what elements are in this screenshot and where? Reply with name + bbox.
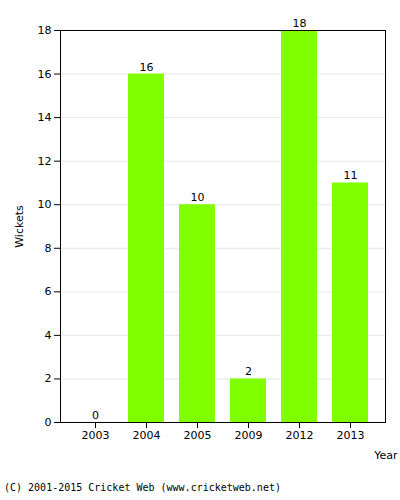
svg-text:2003: 2003 — [82, 429, 110, 442]
svg-text:14: 14 — [38, 111, 52, 124]
svg-text:Wickets: Wickets — [13, 205, 26, 248]
svg-text:16: 16 — [140, 61, 154, 74]
svg-text:6: 6 — [45, 285, 52, 298]
svg-text:16: 16 — [38, 68, 52, 81]
svg-text:10: 10 — [38, 198, 52, 211]
svg-text:2009: 2009 — [235, 429, 263, 442]
svg-text:8: 8 — [45, 242, 52, 255]
svg-text:2005: 2005 — [184, 429, 212, 442]
svg-text:2013: 2013 — [337, 429, 365, 442]
svg-text:0: 0 — [92, 409, 99, 422]
svg-text:2: 2 — [245, 365, 252, 378]
svg-text:12: 12 — [38, 155, 52, 168]
svg-text:4: 4 — [45, 329, 52, 342]
svg-text:2012: 2012 — [286, 429, 314, 442]
html-text:(C) 2001-2015 Cricket Web (www: (C) 2001-2015 Cricket Web (www.cricketwe… — [4, 482, 281, 493]
svg-text:Year: Year — [373, 449, 398, 462]
svg-text:11: 11 — [344, 169, 358, 182]
svg-text:0: 0 — [45, 416, 52, 429]
svg-text:18: 18 — [38, 24, 52, 37]
svg-text:2004: 2004 — [133, 429, 161, 442]
svg-text:2: 2 — [45, 372, 52, 385]
svg-text:10: 10 — [191, 191, 205, 204]
svg-text:18: 18 — [293, 17, 307, 30]
